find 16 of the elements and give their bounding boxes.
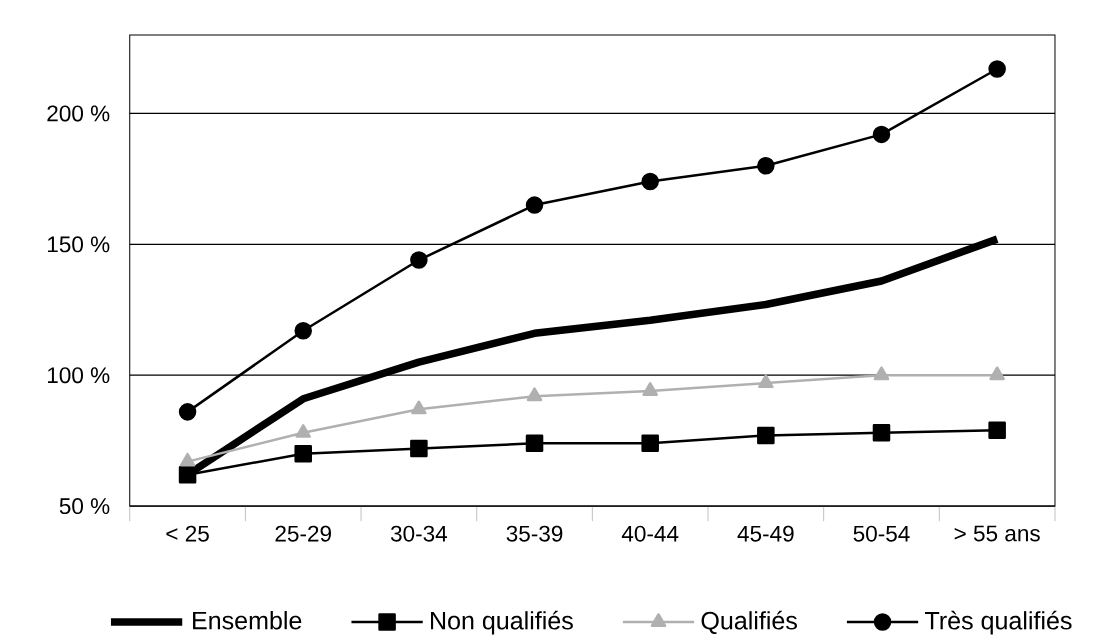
x-tick-label: 25-29 <box>275 525 331 542</box>
x-tick-label: 50-54 <box>853 525 910 542</box>
x-tick-label: > 55 ans <box>954 525 1040 542</box>
legend-label: Qualifiés <box>701 610 797 635</box>
legend-label: Très qualifiés <box>924 610 1072 635</box>
y-tick-label: 150 % <box>48 236 110 253</box>
x-tick-label: 30-34 <box>390 525 448 542</box>
y-tick-label: 100 % <box>48 367 110 384</box>
y-tick-label: 50 % <box>59 498 110 515</box>
x-tick-label: < 25 <box>166 525 209 542</box>
x-tick-label: 45-49 <box>737 525 794 542</box>
x-tick-label: 35-39 <box>506 525 563 542</box>
x-tick-label: 40-44 <box>621 525 679 542</box>
legend-label: Ensemble <box>193 611 302 630</box>
y-tick-label: 200 % <box>47 105 110 122</box>
legend-label: Non qualifiés <box>431 610 573 635</box>
